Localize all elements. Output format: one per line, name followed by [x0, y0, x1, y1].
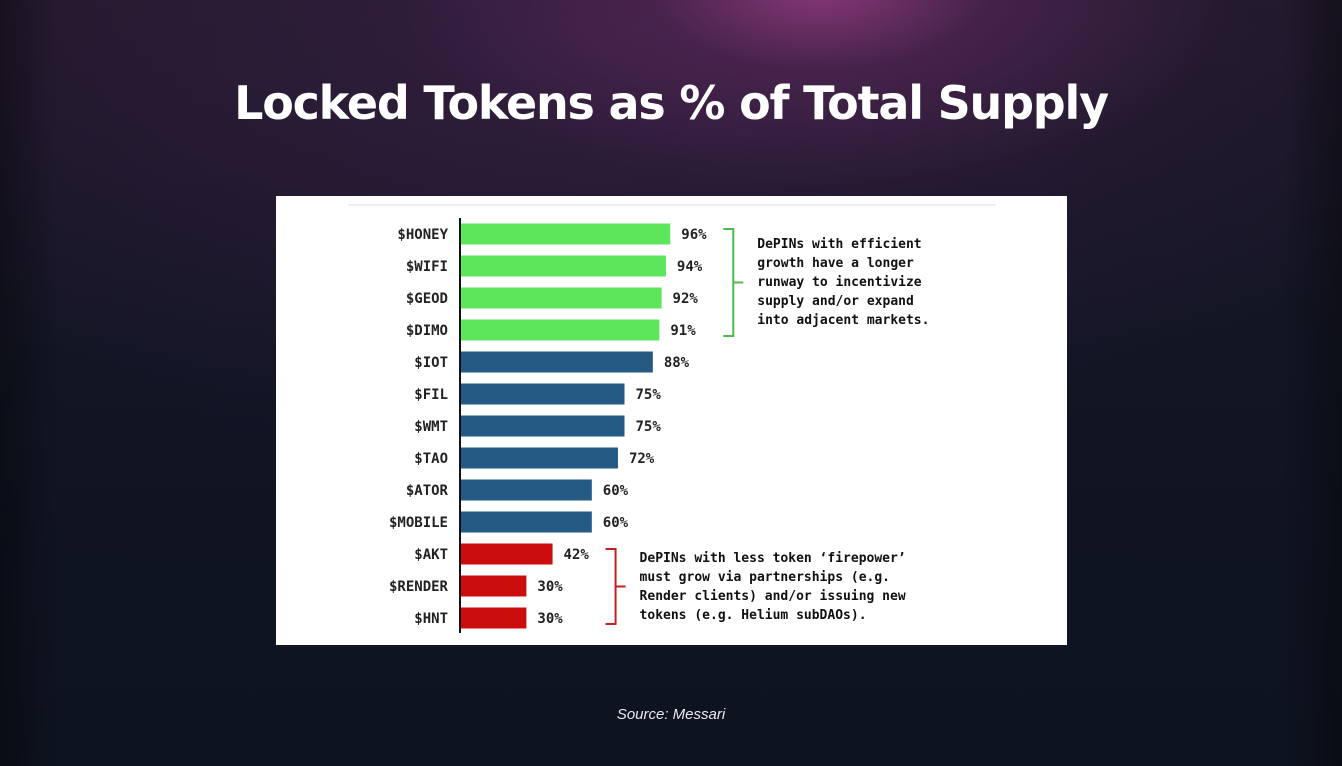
bar [461, 383, 625, 405]
annotation-bracket [723, 228, 744, 337]
bar [461, 319, 660, 341]
annotation-less-firepower: DePINs with less token ‘firepower’ must … [639, 550, 906, 623]
bar [461, 255, 666, 277]
bar [461, 447, 618, 469]
value-label: 72% [629, 451, 655, 467]
value-label: 75% [636, 387, 662, 403]
category-label: $ATOR [406, 483, 449, 499]
value-label: 60% [603, 483, 629, 499]
annotation-efficient-growth: DePINs with efficient growth have a long… [757, 237, 930, 328]
category-label: $TAO [414, 451, 448, 467]
category-label: $MOBILE [389, 515, 448, 531]
value-label: 60% [603, 515, 629, 531]
bar [461, 223, 671, 245]
value-label: 91% [670, 323, 696, 339]
annotation-bracket [605, 548, 626, 625]
category-label: $WMT [414, 419, 448, 435]
value-label: 42% [564, 547, 590, 563]
value-label: 96% [681, 227, 707, 243]
category-label: $IOT [414, 355, 448, 371]
category-label: $GEOD [406, 291, 448, 307]
category-label: $RENDER [389, 579, 449, 595]
category-label: $DIMO [406, 323, 448, 339]
value-label: 88% [664, 355, 690, 371]
category-label: $AKT [414, 547, 448, 563]
value-label: 75% [636, 419, 662, 435]
bar [461, 511, 592, 533]
slide-title: Locked Tokens as % of Total Supply [234, 76, 1109, 130]
bar-chart: $HONEY 96% $WIFI 94% $GEOD 92% $DIMO 91% $IOT 88%… [348, 204, 996, 633]
category-label: $HONEY [397, 227, 448, 243]
left-vignette [0, 0, 60, 766]
bar [461, 479, 592, 501]
value-label: 94% [677, 259, 703, 275]
bar [461, 351, 653, 373]
category-label: $HNT [414, 611, 448, 627]
value-label: 30% [537, 611, 563, 627]
right-vignette [1282, 0, 1342, 766]
bar [461, 543, 553, 565]
value-label: 92% [673, 291, 699, 307]
bar [461, 415, 625, 437]
bar [461, 287, 662, 309]
bar [461, 575, 527, 597]
category-label: $FIL [414, 387, 448, 403]
chart-panel: $HONEY 96% $WIFI 94% $GEOD 92% $DIMO 91% $IOT 88%… [276, 196, 1067, 645]
value-label: 30% [537, 579, 563, 595]
category-label: $WIFI [406, 259, 448, 275]
source-caption: Source: Messari [616, 706, 726, 723]
bar [461, 607, 527, 629]
